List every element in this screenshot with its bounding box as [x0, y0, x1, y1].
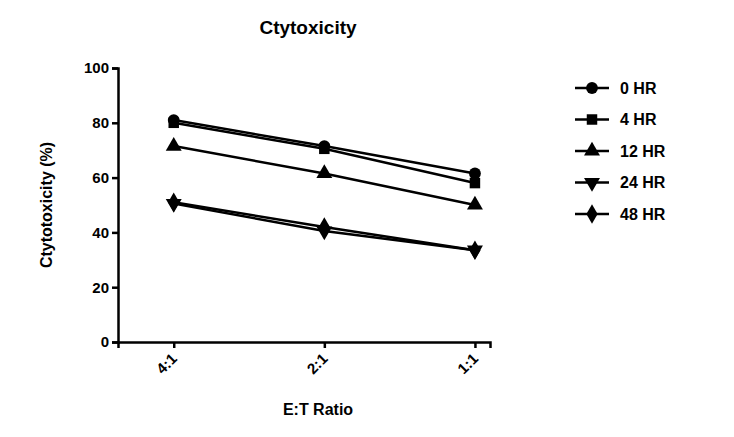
x-tick-mark [474, 342, 477, 348]
series-line [174, 202, 475, 250]
series-line [174, 123, 475, 183]
series [168, 114, 481, 179]
marker [469, 168, 481, 180]
y-axis-title: Ctytotoxicity (%) [38, 142, 55, 268]
legend-label: 12 HR [620, 143, 666, 160]
x-tick-label: 4:1 [153, 350, 180, 377]
y-tick-mark [112, 67, 118, 70]
plot-area [166, 114, 483, 260]
legend-marker [586, 204, 597, 224]
legend-label: 24 HR [620, 174, 666, 191]
series [166, 199, 483, 259]
legend-item: 48 HR [575, 204, 666, 224]
y-tick-label: 60 [92, 169, 109, 186]
x-tick: 1:1 [454, 342, 481, 377]
legend-item: 12 HR [575, 142, 666, 160]
legend-marker [584, 178, 600, 192]
y-tick-mark [112, 177, 118, 180]
legend-marker [587, 114, 597, 124]
y-tick: 20 [92, 279, 118, 296]
y-tick-label: 0 [101, 333, 109, 350]
series [166, 137, 483, 210]
y-tick: 40 [92, 224, 118, 241]
legend-label: 4 HR [620, 111, 657, 128]
y-tick-mark [112, 286, 118, 289]
y-tick: 80 [92, 114, 118, 131]
legend-item: 4 HR [575, 111, 657, 128]
marker [168, 118, 178, 128]
marker [319, 217, 330, 237]
x-tick-label: 1:1 [454, 350, 481, 377]
legend: 0 HR 4 HR 12 HR 24 HR 48 HR [575, 80, 666, 224]
x-tick: 4:1 [153, 342, 180, 377]
y-tick-label: 80 [92, 114, 109, 131]
x-tick: 2:1 [303, 342, 330, 377]
legend-item: 0 HR [575, 80, 657, 97]
series [168, 193, 480, 260]
x-tick-mark [173, 342, 176, 348]
marker [319, 144, 329, 154]
marker [166, 137, 182, 151]
x-axis: 4:1 2:1 1:1 [119, 342, 491, 377]
y-tick-mark [112, 122, 118, 125]
marker [316, 164, 332, 178]
legend-label: 48 HR [620, 206, 666, 223]
series-line [174, 146, 475, 205]
x-axis-title: E:T Ratio [283, 401, 353, 418]
marker [469, 240, 480, 260]
y-tick-label: 100 [84, 59, 109, 76]
x-tick-label: 2:1 [303, 350, 330, 377]
legend-marker [586, 82, 598, 94]
legend-marker [584, 142, 600, 156]
y-tick-mark [112, 232, 118, 235]
legend-label: 0 HR [620, 80, 657, 97]
y-tick: 0 [101, 333, 118, 350]
x-tick-mark [324, 342, 327, 348]
y-axis-line [112, 69, 119, 343]
marker [470, 178, 480, 188]
marker [168, 193, 179, 213]
marker [467, 196, 483, 210]
chart: Ctytoxicity 0 20 40 60 80 100 4:1 2:1 1:1 Ctytotox… [0, 0, 734, 437]
y-axis: 0 20 40 60 80 100 [84, 59, 119, 350]
y-tick-label: 20 [92, 279, 109, 296]
y-tick: 60 [92, 169, 118, 186]
legend-item: 24 HR [575, 174, 666, 192]
y-tick-label: 40 [92, 224, 109, 241]
title: Ctytoxicity [259, 17, 357, 38]
x-axis-line [119, 343, 491, 349]
y-tick: 100 [84, 59, 118, 76]
y-tick-mark [112, 341, 118, 344]
